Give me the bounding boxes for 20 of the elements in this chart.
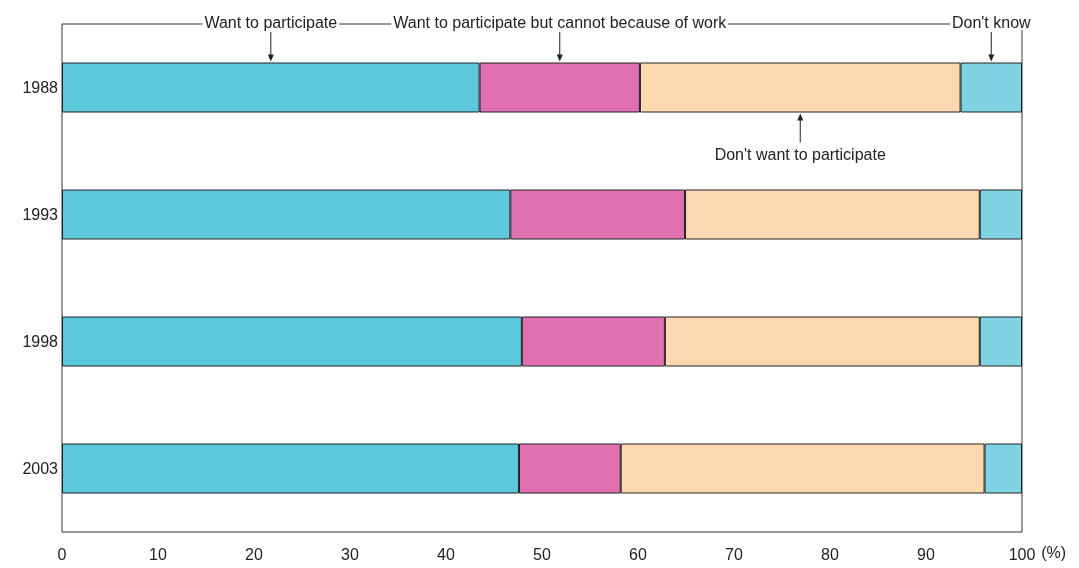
y-tick-label: 1998 <box>22 333 59 350</box>
x-tick-label: 10 <box>149 545 167 563</box>
x-tick-label: 0 <box>57 545 67 563</box>
legend-label: Don't want to participate <box>714 146 886 163</box>
x-tick-label: 20 <box>245 545 263 563</box>
x-tick-label: 60 <box>629 545 647 563</box>
x-tick-label: 50 <box>533 545 551 563</box>
x-tick-label: 40 <box>437 545 455 563</box>
text: Want to participate but cannot because of work <box>393 13 728 31</box>
x-axis-title: (%) <box>1041 543 1067 561</box>
text: Don't know <box>951 13 1032 31</box>
y-tick-label: 1988 <box>22 79 59 96</box>
x-tick-label: 100 <box>1008 545 1036 563</box>
x-tick-label: 70 <box>725 545 743 563</box>
x-tick-label: 30 <box>341 545 359 563</box>
y-tick-label: 2003 <box>22 460 59 477</box>
text: Want to participate <box>204 13 338 31</box>
x-tick-label: 90 <box>917 545 935 563</box>
x-tick-label: 80 <box>821 545 839 563</box>
y-tick-label: 1993 <box>22 206 59 223</box>
